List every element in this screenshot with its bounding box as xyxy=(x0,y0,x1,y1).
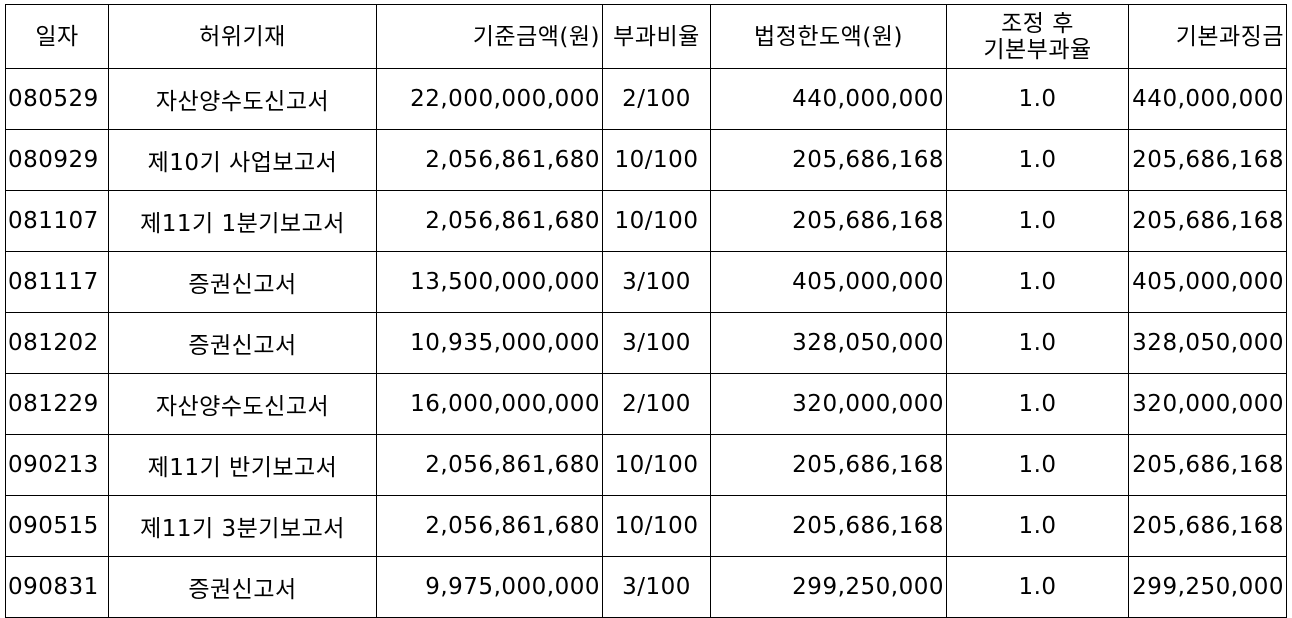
cell-date: 080529 xyxy=(5,68,109,130)
cell-adjusted-rate: 1.0 xyxy=(946,434,1129,496)
cell-legal-limit: 205,686,168 xyxy=(710,495,947,557)
cell-adjusted-rate: 1.0 xyxy=(946,495,1129,557)
cell-base-penalty: 205,686,168 xyxy=(1128,434,1287,496)
cell-base-amount: 16,000,000,000 xyxy=(376,373,603,435)
cell-legal-limit: 205,686,168 xyxy=(710,190,947,252)
cell-base-amount: 22,000,000,000 xyxy=(376,68,603,130)
table-row: 081229 자산양수도신고서 16,000,000,000 2/100 320,000… xyxy=(5,373,1287,435)
cell-false-entry: 제11기 1분기보고서 xyxy=(108,190,377,252)
cell-legal-limit: 440,000,000 xyxy=(710,68,947,130)
header-adjusted-rate-line2: 기본부과율 xyxy=(983,36,1092,63)
cell-base-amount: 2,056,861,680 xyxy=(376,190,603,252)
cell-false-entry: 제10기 사업보고서 xyxy=(108,129,377,191)
cell-base-amount: 13,500,000,000 xyxy=(376,251,603,313)
cell-legal-limit: 299,250,000 xyxy=(710,556,947,618)
cell-adjusted-rate: 1.0 xyxy=(946,129,1129,191)
cell-levy-ratio: 10/100 xyxy=(602,434,711,496)
table-row: 090831 증권신고서 9,975,000,000 3/100 299,250,000… xyxy=(5,556,1287,618)
cell-date: 080929 xyxy=(5,129,109,191)
cell-legal-limit: 328,050,000 xyxy=(710,312,947,374)
cell-legal-limit: 205,686,168 xyxy=(710,129,947,191)
header-levy-ratio: 부과비율 xyxy=(602,4,711,69)
cell-levy-ratio: 3/100 xyxy=(602,556,711,618)
cell-false-entry: 자산양수도신고서 xyxy=(108,68,377,130)
cell-adjusted-rate: 1.0 xyxy=(946,373,1129,435)
cell-false-entry: 제11기 3분기보고서 xyxy=(108,495,377,557)
cell-base-penalty: 440,000,000 xyxy=(1128,68,1287,130)
cell-base-penalty: 299,250,000 xyxy=(1128,556,1287,618)
cell-levy-ratio: 3/100 xyxy=(602,312,711,374)
cell-false-entry: 증권신고서 xyxy=(108,312,377,374)
cell-date: 081117 xyxy=(5,251,109,313)
cell-base-amount: 2,056,861,680 xyxy=(376,129,603,191)
header-false-entry: 허위기재 xyxy=(108,4,377,69)
cell-base-amount: 2,056,861,680 xyxy=(376,495,603,557)
cell-base-penalty: 205,686,168 xyxy=(1128,129,1287,191)
table-row: 081107 제11기 1분기보고서 2,056,861,680 10/100 205,… xyxy=(5,190,1287,252)
cell-false-entry: 자산양수도신고서 xyxy=(108,373,377,435)
table-row: 080929 제10기 사업보고서 2,056,861,680 10/100 205,6… xyxy=(5,129,1287,191)
header-row: 일자 허위기재 기준금액(원) 부과비율 법정한도액(원) 조정 후 기본부과율… xyxy=(5,4,1287,69)
header-base-amount: 기준금액(원) xyxy=(376,4,603,69)
cell-adjusted-rate: 1.0 xyxy=(946,556,1129,618)
cell-levy-ratio: 10/100 xyxy=(602,190,711,252)
header-legal-limit: 법정한도액(원) xyxy=(710,4,947,69)
cell-date: 081229 xyxy=(5,373,109,435)
cell-base-penalty: 328,050,000 xyxy=(1128,312,1287,374)
header-date: 일자 xyxy=(5,4,109,69)
cell-false-entry: 증권신고서 xyxy=(108,556,377,618)
cell-adjusted-rate: 1.0 xyxy=(946,251,1129,313)
table-row: 090213 제11기 반기보고서 2,056,861,680 10/100 205,6… xyxy=(5,434,1287,496)
cell-false-entry: 제11기 반기보고서 xyxy=(108,434,377,496)
cell-date: 081107 xyxy=(5,190,109,252)
cell-adjusted-rate: 1.0 xyxy=(946,68,1129,130)
header-base-penalty: 기본과징금 xyxy=(1128,4,1287,69)
cell-adjusted-rate: 1.0 xyxy=(946,190,1129,252)
cell-levy-ratio: 10/100 xyxy=(602,129,711,191)
cell-base-penalty: 205,686,168 xyxy=(1128,495,1287,557)
cell-levy-ratio: 2/100 xyxy=(602,68,711,130)
table-row: 081117 증권신고서 13,500,000,000 3/100 405,000,00… xyxy=(5,251,1287,313)
cell-date: 090831 xyxy=(5,556,109,618)
table-body: 080529 자산양수도신고서 22,000,000,000 2/100 440,000… xyxy=(5,68,1287,618)
table-row: 081202 증권신고서 10,935,000,000 3/100 328,050,00… xyxy=(5,312,1287,374)
cell-legal-limit: 205,686,168 xyxy=(710,434,947,496)
cell-date: 081202 xyxy=(5,312,109,374)
header-adjusted-rate: 조정 후 기본부과율 xyxy=(946,4,1129,69)
cell-levy-ratio: 3/100 xyxy=(602,251,711,313)
cell-base-amount: 10,935,000,000 xyxy=(376,312,603,374)
cell-false-entry: 증권신고서 xyxy=(108,251,377,313)
cell-base-penalty: 405,000,000 xyxy=(1128,251,1287,313)
cell-legal-limit: 320,000,000 xyxy=(710,373,947,435)
cell-date: 090213 xyxy=(5,434,109,496)
cell-legal-limit: 405,000,000 xyxy=(710,251,947,313)
cell-base-amount: 2,056,861,680 xyxy=(376,434,603,496)
cell-base-penalty: 205,686,168 xyxy=(1128,190,1287,252)
table-row: 080529 자산양수도신고서 22,000,000,000 2/100 440,000… xyxy=(5,68,1287,130)
table-row: 090515 제11기 3분기보고서 2,056,861,680 10/100 205,… xyxy=(5,495,1287,557)
cell-levy-ratio: 10/100 xyxy=(602,495,711,557)
cell-date: 090515 xyxy=(5,495,109,557)
cell-adjusted-rate: 1.0 xyxy=(946,312,1129,374)
cell-base-amount: 9,975,000,000 xyxy=(376,556,603,618)
penalty-table: 일자 허위기재 기준금액(원) 부과비율 법정한도액(원) 조정 후 기본부과율… xyxy=(5,4,1287,618)
cell-levy-ratio: 2/100 xyxy=(602,373,711,435)
header-adjusted-rate-line1: 조정 후 xyxy=(1001,10,1074,37)
cell-base-penalty: 320,000,000 xyxy=(1128,373,1287,435)
